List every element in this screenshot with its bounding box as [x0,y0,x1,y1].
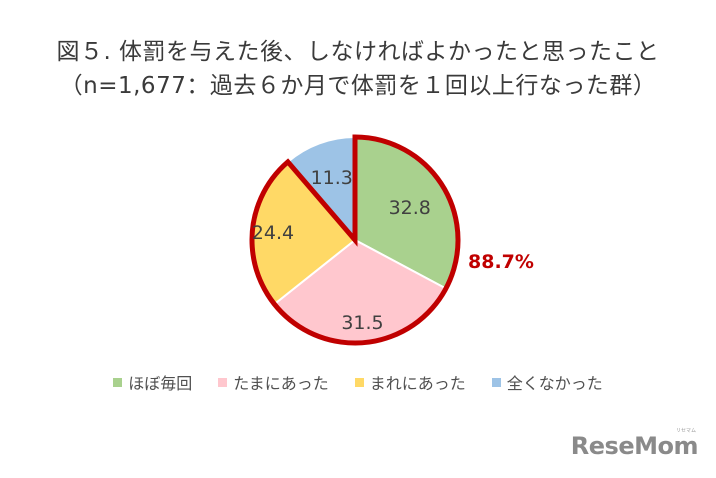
legend-label: 全くなかった [506,374,603,393]
legend-swatch-icon [113,377,123,387]
pie-slice-value-label: 11.3 [311,167,353,189]
pie-slice-value-label: 32.8 [389,197,431,219]
pie-slice-value-label: 31.5 [341,312,383,334]
highlight-outline [249,134,461,346]
legend-label: まれにあった [369,374,466,393]
legend-item-0: ほぼ毎回 [113,370,192,394]
pie-slice-value-label: 24.4 [252,222,294,244]
legend-item-2: まれにあった [354,370,466,394]
highlight-total-label: 88.7% [468,251,534,273]
legend-item-1: たまにあった [218,370,329,394]
resemom-logo: ReseMom [570,432,699,460]
legend-item-3: 全くなかった [491,370,603,394]
chart-title-line1: 図５. 体罰を与えた後、しなければよかったと思ったこと [56,39,660,65]
legend-label: ほぼ毎回 [128,374,193,393]
legend-swatch-icon [218,377,228,387]
legend-swatch-icon [491,377,501,387]
logo-subtext: リセマム [675,428,696,434]
chart-title-line2: （n=1,677：過去６か月で体罰を１回以上行なった群） [59,73,657,99]
legend-swatch-icon [354,377,364,387]
legend: ほぼ毎回 たまにあった まれにあった 全くなかった [0,370,716,394]
legend-label: たまにあった [233,374,329,393]
